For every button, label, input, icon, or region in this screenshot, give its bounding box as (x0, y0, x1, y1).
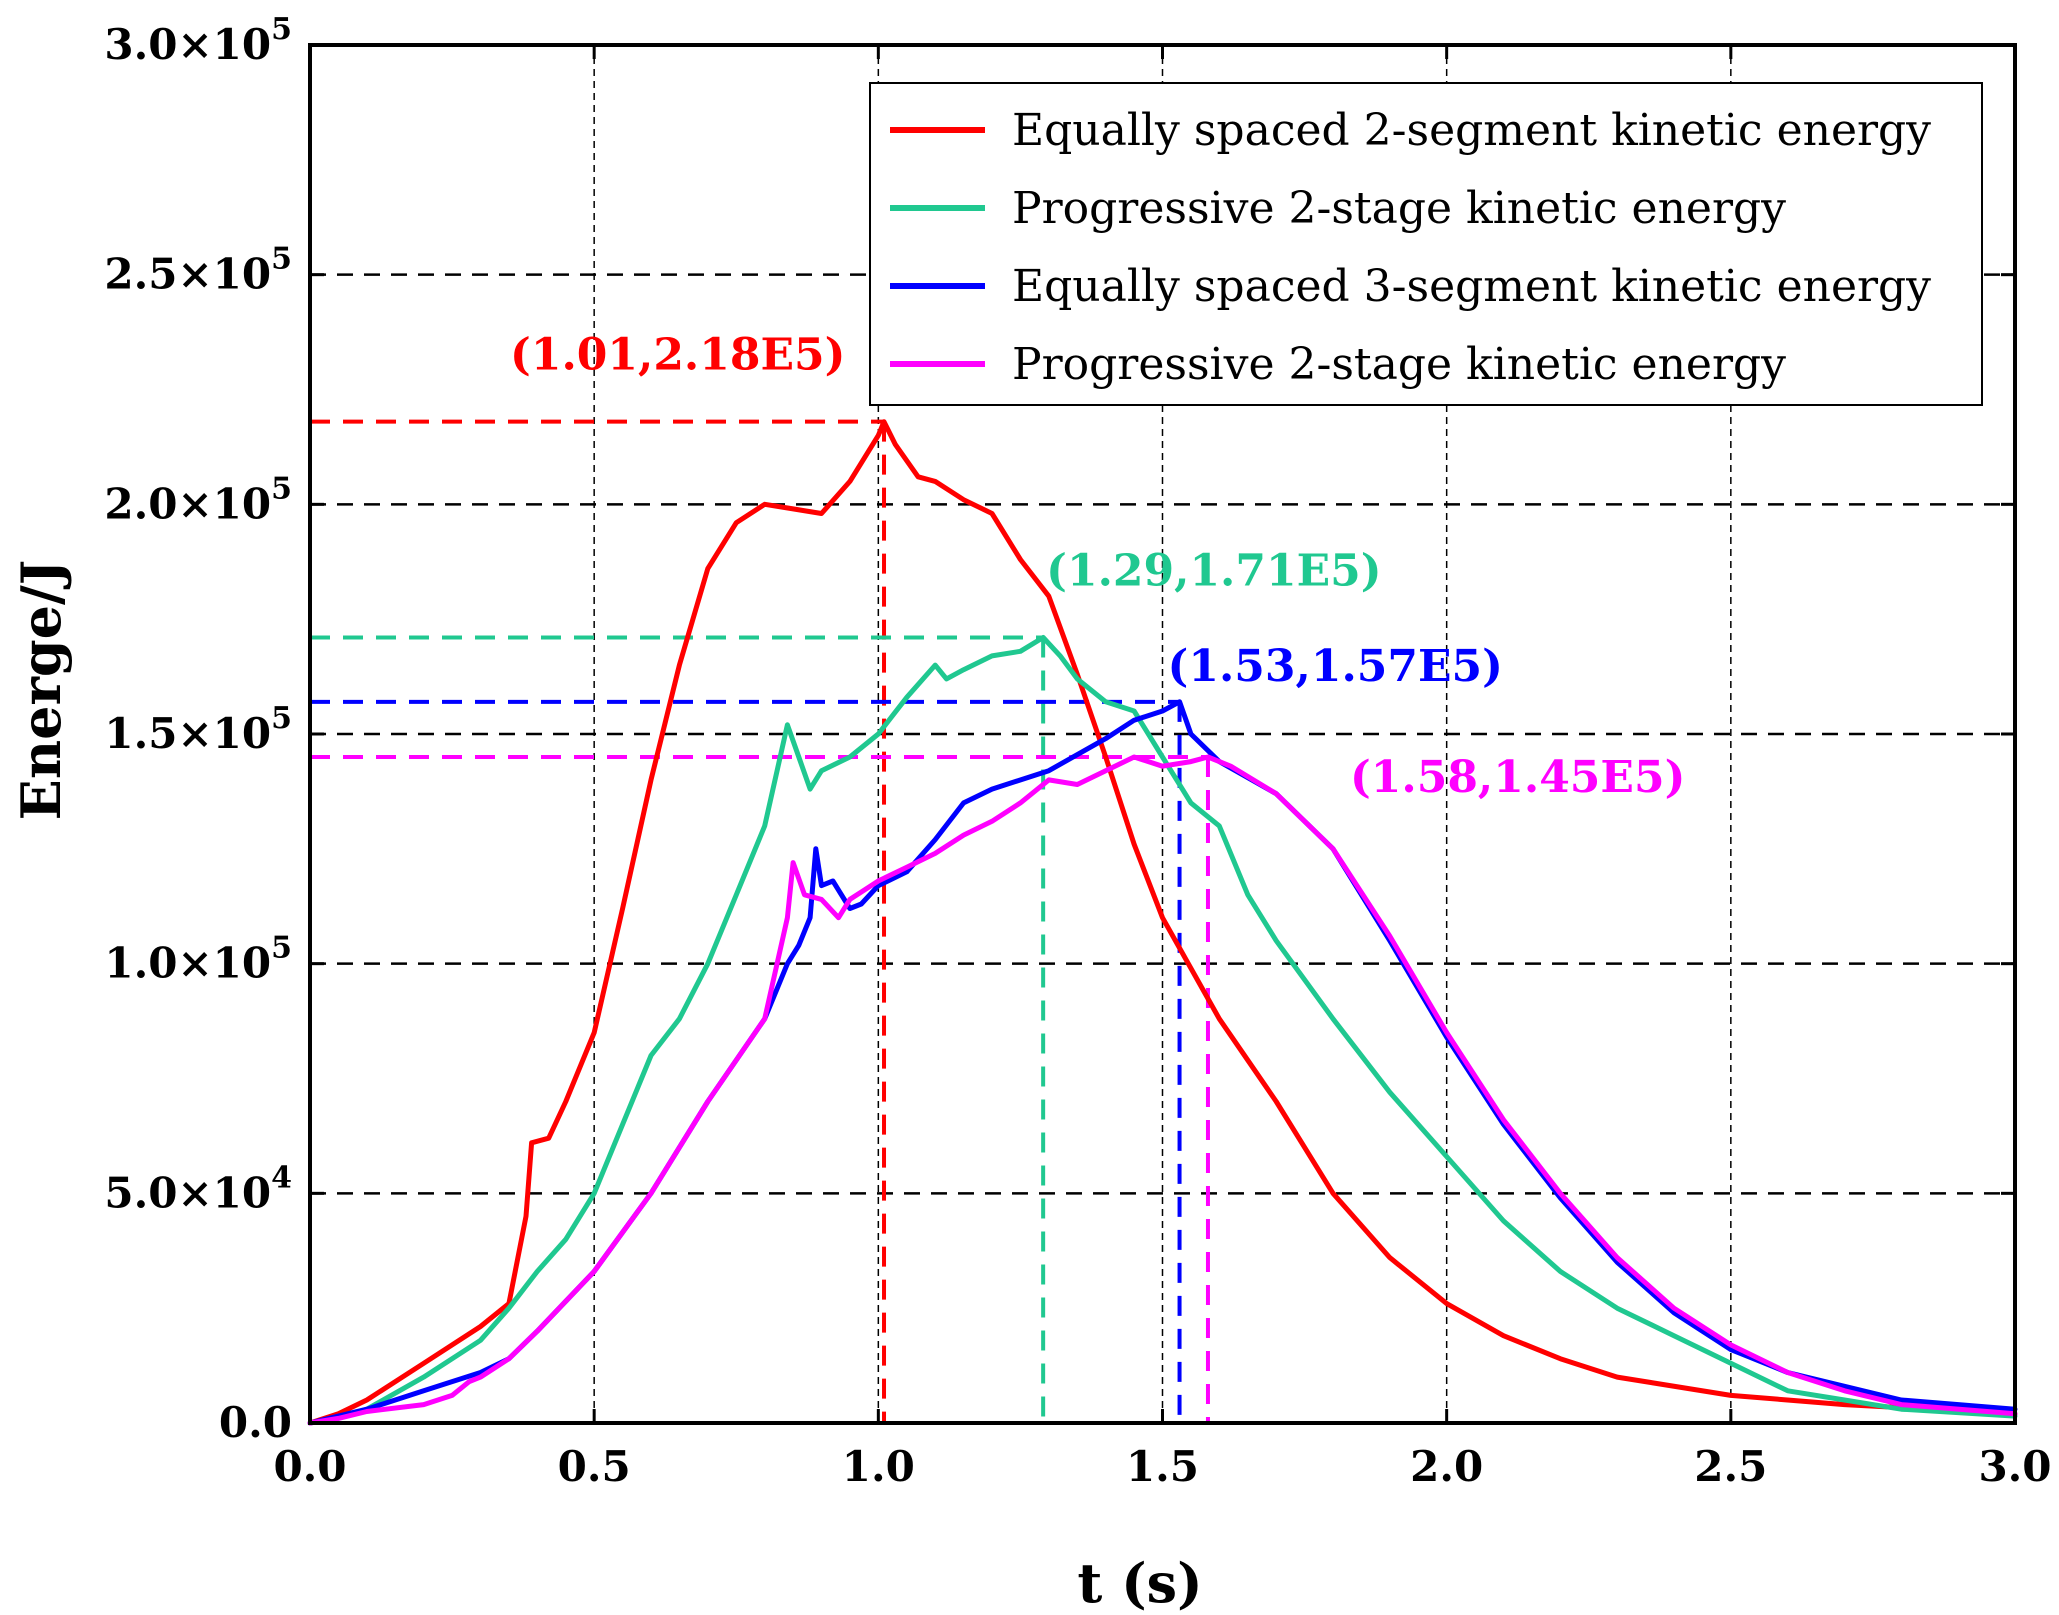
y-tick-exponent: 5 (271, 471, 292, 506)
y-tick-label: 1.5×105 (104, 701, 292, 758)
legend-label: Progressive 2-stage kinetic energy (1012, 339, 1786, 390)
y-tick-exponent: 5 (271, 931, 292, 966)
y-tick-label: 1.0×105 (104, 931, 292, 988)
peak-reference-lines (310, 419, 1210, 1423)
peak-annotation-label: (1.01,2.18E5) (510, 330, 845, 381)
peak-annotation-label: (1.53,1.57E5) (1168, 641, 1503, 692)
x-tick-label: 3.0 (1978, 1442, 2051, 1491)
y-tick-exponent: 5 (271, 12, 292, 47)
x-tick-label: 1.5 (1126, 1442, 1199, 1491)
y-tick-label: 5.0×104 (104, 1160, 292, 1217)
y-tick-mantissa: 0.0 (219, 1398, 292, 1447)
y-tick-label: 2.5×105 (104, 242, 292, 299)
legend: Equally spaced 2-segment kinetic energy P… (869, 82, 1983, 406)
peak-annotations: (1.01,2.18E5) (1.29,1.71E5) (1.53,1.57E5) (… (510, 330, 1685, 803)
y-tick-mantissa: 1.5×10 (104, 709, 271, 758)
x-tick-label: 1.0 (842, 1442, 915, 1491)
y-axis-title: Energe/J (9, 560, 73, 821)
y-tick-exponent: 5 (271, 242, 292, 277)
peak-annotation-label: (1.58,1.45E5) (1350, 752, 1685, 803)
legend-label: Equally spaced 2-segment kinetic energy (1012, 105, 1931, 156)
y-tick-exponent: 4 (271, 1160, 292, 1195)
y-tick-mantissa: 2.0×10 (104, 479, 271, 528)
x-tick-label: 2.0 (1410, 1442, 1483, 1491)
data-series (307, 419, 2018, 1426)
series-line (307, 419, 2018, 1426)
x-axis-title: t (s) (1077, 1551, 1202, 1615)
peak-annotation-label: (1.29,1.71E5) (1046, 546, 1381, 597)
y-tick-mantissa: 3.0×10 (104, 20, 271, 69)
legend-label: Equally spaced 3-segment kinetic energy (1012, 261, 1931, 312)
legend-label: Progressive 2-stage kinetic energy (1012, 183, 1786, 234)
y-tick-mantissa: 1.0×10 (104, 939, 271, 988)
y-tick-mantissa: 5.0×10 (104, 1168, 271, 1217)
y-tick-exponent: 5 (271, 701, 292, 736)
y-tick-label: 3.0×105 (104, 12, 292, 69)
x-tick-label: 0.5 (558, 1442, 631, 1491)
x-tick-label: 0.0 (273, 1442, 346, 1491)
series-line (307, 754, 2018, 1426)
series-line (307, 635, 2018, 1426)
y-tick-label: 0.0 (219, 1398, 292, 1447)
x-tick-label: 2.5 (1694, 1442, 1767, 1491)
legend-box (869, 82, 1983, 406)
y-tick-mantissa: 2.5×10 (104, 250, 271, 299)
y-tick-label: 2.0×105 (104, 471, 292, 528)
axis-ticks: 0.0 0.5 1.0 1.5 2.0 2.5 3.00.05.0×1041.0×1051.… (104, 12, 2051, 1491)
